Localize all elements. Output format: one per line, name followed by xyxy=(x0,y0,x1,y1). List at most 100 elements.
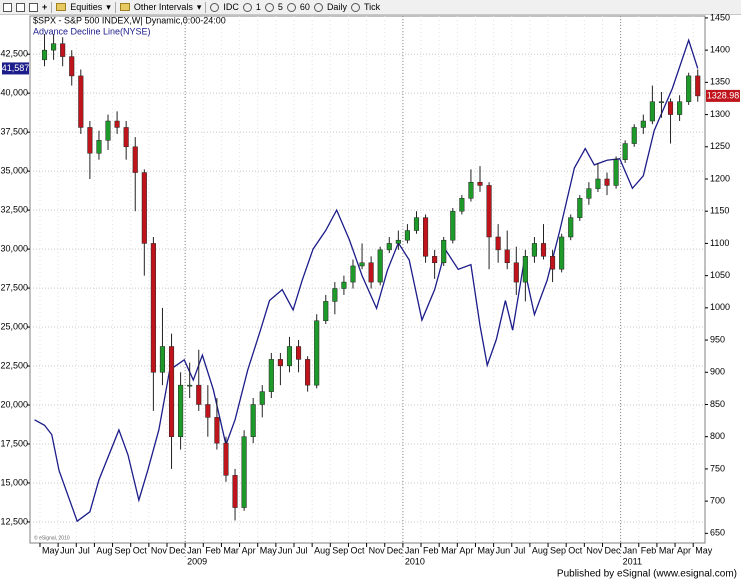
separator xyxy=(205,1,207,13)
x-tick-label: Jul xyxy=(514,545,526,555)
candle-body xyxy=(250,404,256,437)
candle-body xyxy=(241,436,247,508)
candle-body xyxy=(386,243,392,251)
button[interactable]: 5 xyxy=(277,2,283,12)
icon[interactable] xyxy=(3,2,12,12)
x-tick-label: Feb xyxy=(423,545,439,555)
button[interactable]: 1 xyxy=(255,2,261,12)
x-tick-label: Mar xyxy=(659,545,675,555)
y2-tick-label: 800 xyxy=(710,431,725,441)
x-tick-label: Jun xyxy=(60,545,75,555)
x-tick-label: May xyxy=(477,545,495,555)
menu[interactable]: Other Intervals xyxy=(133,2,193,12)
x-tick-label: Nov xyxy=(586,545,603,555)
icon xyxy=(350,2,360,12)
y2-tick-label: 1400 xyxy=(710,45,730,55)
candle-body xyxy=(69,56,75,77)
candle-body xyxy=(450,210,456,241)
year-label: 2009 xyxy=(187,556,207,566)
candle-body xyxy=(60,43,66,57)
x-tick-label: Dec xyxy=(387,545,404,555)
y2-tick-label: 650 xyxy=(710,528,725,538)
x-tick-label: Nov xyxy=(369,545,386,555)
candle-body xyxy=(196,384,202,405)
menu[interactable]: Equities xyxy=(70,2,103,12)
icon[interactable] xyxy=(29,2,38,12)
candle-body xyxy=(159,346,166,373)
candle-body xyxy=(96,140,102,154)
y-tick-label: 30,000 xyxy=(0,243,28,253)
candle-body xyxy=(132,146,138,173)
x-tick-label: Oct xyxy=(350,545,365,555)
candle-body xyxy=(504,249,510,263)
candle-body xyxy=(423,217,429,257)
candle-body xyxy=(51,43,57,51)
button[interactable]: Tick xyxy=(363,2,381,12)
y2-tick-label: 750 xyxy=(710,463,725,473)
x-tick-label: Sep xyxy=(332,545,348,555)
candle-body xyxy=(613,159,619,186)
icon xyxy=(56,3,67,11)
candle-body xyxy=(586,188,592,199)
y-tick-label: 17,500 xyxy=(0,438,28,448)
candle-body xyxy=(686,75,692,102)
candle-body xyxy=(477,181,483,186)
y2-tick-label: 1300 xyxy=(710,109,730,119)
y-tick-label: 22,500 xyxy=(0,360,28,370)
candle-body xyxy=(223,442,229,476)
icon xyxy=(313,2,323,12)
candle-body xyxy=(178,384,184,437)
icon[interactable]: + xyxy=(42,2,48,12)
candle-body xyxy=(359,262,365,267)
candle-body xyxy=(622,143,628,160)
candle-body xyxy=(522,256,528,283)
candle-body xyxy=(568,217,574,238)
y2-tick-label: 1150 xyxy=(710,206,729,216)
candle-body xyxy=(468,181,474,199)
legend-entry: Advance Decline Line(NYSE) xyxy=(33,26,151,36)
candle-body xyxy=(577,198,583,218)
chart-title: $SPX - S&P 500 INDEX,W| Dynamic,0:00-24:… xyxy=(33,15,226,25)
candle-body xyxy=(631,127,637,144)
candle-body xyxy=(350,265,356,283)
x-tick-label: Feb xyxy=(205,545,221,555)
candle-body xyxy=(259,391,265,405)
candle-body xyxy=(277,359,283,367)
button[interactable]: 60 xyxy=(299,2,310,12)
button[interactable]: Daily xyxy=(326,2,347,12)
candle-body xyxy=(404,230,410,241)
separator xyxy=(51,1,53,13)
y2-tick-label: 1200 xyxy=(710,173,730,183)
footer: Published by eSignal (www.esignal.com) xyxy=(557,569,737,580)
candle-body xyxy=(105,120,111,141)
x-tick-label: May xyxy=(260,545,278,555)
x-tick-label: Aug xyxy=(532,545,548,555)
candle-body xyxy=(432,256,438,263)
icon[interactable] xyxy=(16,2,25,12)
x-tick-label: Aug xyxy=(314,545,330,555)
candle-body xyxy=(649,101,655,122)
candle-body xyxy=(658,101,665,103)
candle-body xyxy=(78,75,84,128)
x-tick-label: Sep xyxy=(550,545,566,555)
y-tick-label: 35,000 xyxy=(0,166,28,176)
candle-body xyxy=(114,120,120,128)
y2-tick-label: 1450 xyxy=(710,12,730,22)
candle-body xyxy=(667,101,674,115)
y-tick-label: 37,500 xyxy=(0,127,28,137)
candle-body xyxy=(604,178,610,186)
x-tick-label: Jul xyxy=(296,545,308,555)
button[interactable]: IDC xyxy=(223,2,239,12)
candle-body xyxy=(368,262,374,283)
ad-line xyxy=(34,38,699,523)
y-tick-label: 32,500 xyxy=(0,204,28,214)
candle-body xyxy=(377,249,383,283)
y2-tick-label: 1250 xyxy=(710,141,730,151)
candle-body xyxy=(531,243,537,257)
separator xyxy=(114,1,116,13)
candle-body xyxy=(540,243,547,257)
y-tick-label: 15,000 xyxy=(0,477,28,487)
candle-body xyxy=(214,417,220,444)
candle-body xyxy=(314,320,320,386)
